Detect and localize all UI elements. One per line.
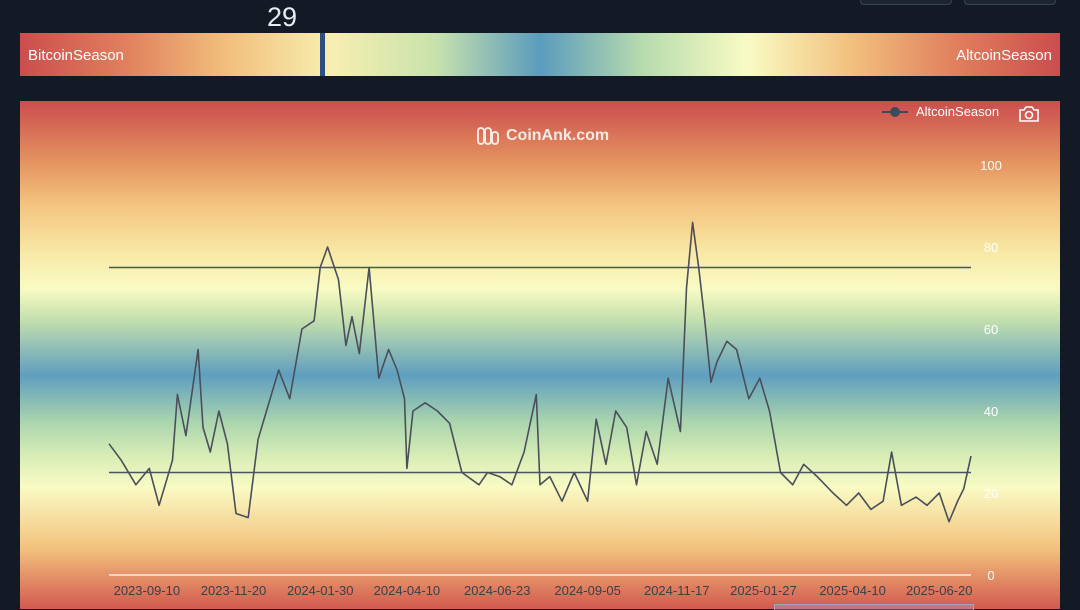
watermark: CoinAnk.com <box>476 126 609 146</box>
chart-plot[interactable]: 0 20 40 60 80 100 2023-09-10 2023-11-20 2024-01-… <box>20 101 1060 609</box>
y-tick-label: 20 <box>984 486 998 501</box>
legend-item-altcoinseason[interactable]: AltcoinSeason <box>882 104 999 119</box>
x-tick-label: 2025-01-27 <box>730 583 797 598</box>
series-line-altcoinseason <box>108 221 972 523</box>
legend-label: AltcoinSeason <box>916 104 1000 119</box>
coinank-logo-icon <box>477 127 499 145</box>
toolbar-button-1[interactable] <box>860 0 952 5</box>
legend-marker <box>882 105 908 119</box>
y-tick-label: 40 <box>984 404 998 419</box>
season-gauge: BitcoinSeason AltcoinSeason <box>20 33 1060 76</box>
y-tick-label: 80 <box>984 240 998 255</box>
watermark-text: CoinAnk.com <box>506 127 610 144</box>
gauge-label-altcoin-season: AltcoinSeason <box>956 47 1052 64</box>
gauge-label-bitcoin-season: BitcoinSeason <box>28 47 124 64</box>
x-tick-label: 2024-09-05 <box>554 583 621 598</box>
y-tick-label: 0 <box>987 568 994 583</box>
camera-icon[interactable] <box>1018 105 1040 123</box>
y-tick-label: 60 <box>984 322 998 337</box>
gauge-needle <box>319 33 325 76</box>
x-tick-label: 2024-06-23 <box>464 583 531 598</box>
x-tick-label: 2023-09-10 <box>114 583 181 598</box>
gauge-value: 29 <box>266 2 298 32</box>
toolbar-button-2[interactable] <box>964 0 1056 5</box>
range-slider-window[interactable] <box>774 604 974 610</box>
x-tick-label: 2025-04-10 <box>819 583 886 598</box>
x-tick-label: 2023-11-20 <box>201 583 267 598</box>
x-tick-label: 2025-06-20 <box>906 583 973 598</box>
x-tick-label: 2024-11-17 <box>644 583 710 598</box>
x-tick-label: 2024-04-10 <box>374 583 441 598</box>
x-tick-label: 2024-01-30 <box>287 583 354 598</box>
chart-panel: 0 20 40 60 80 100 2023-09-10 2023-11-20 2024-01-… <box>20 101 1060 609</box>
y-tick-label: 100 <box>980 158 1002 173</box>
